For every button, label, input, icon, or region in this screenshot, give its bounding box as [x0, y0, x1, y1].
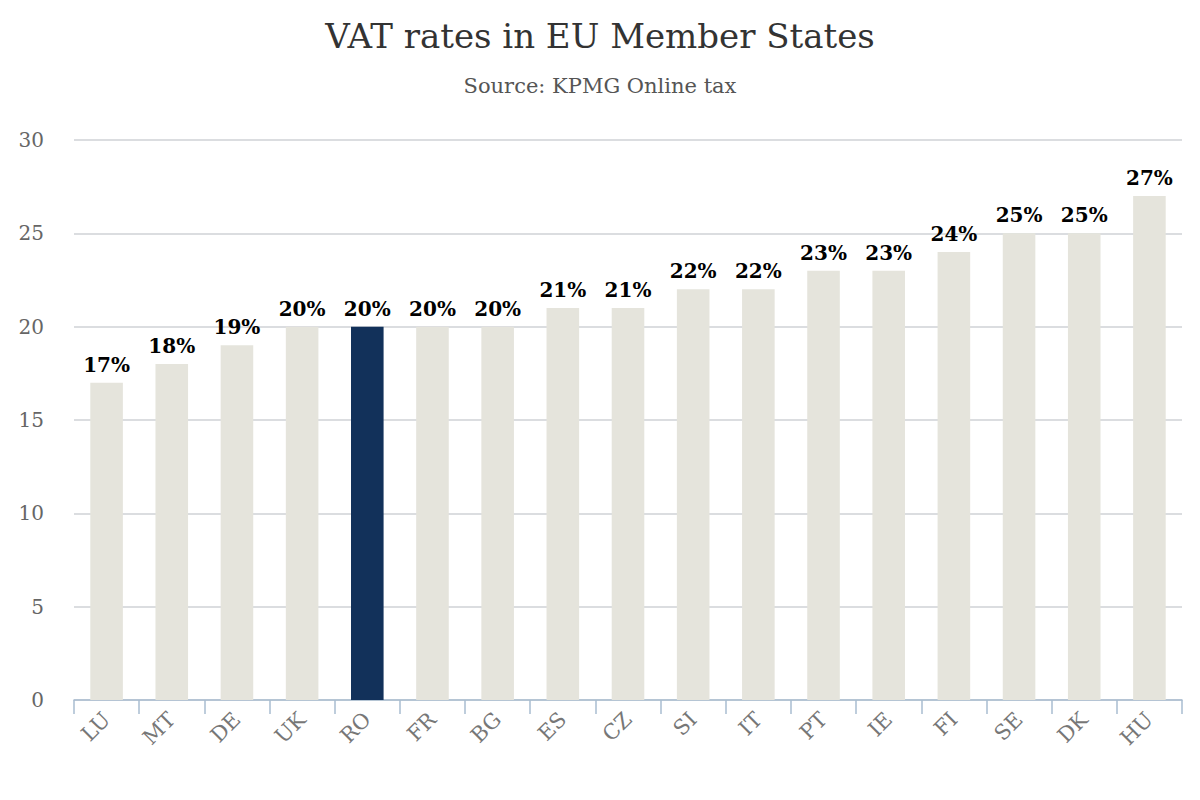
- svg-text:18%: 18%: [148, 334, 195, 358]
- svg-text:ES: ES: [533, 708, 571, 746]
- svg-text:SI: SI: [669, 708, 702, 741]
- svg-text:20: 20: [19, 315, 44, 339]
- svg-text:FI: FI: [929, 708, 962, 741]
- svg-text:20%: 20%: [344, 297, 391, 321]
- svg-text:17%: 17%: [83, 353, 130, 377]
- svg-text:15: 15: [19, 408, 44, 432]
- svg-text:RO: RO: [335, 708, 375, 748]
- svg-text:20%: 20%: [474, 297, 521, 321]
- svg-text:21%: 21%: [605, 278, 652, 302]
- svg-text:UK: UK: [270, 707, 311, 748]
- svg-text:10: 10: [19, 501, 44, 525]
- svg-text:IT: IT: [734, 708, 767, 741]
- svg-text:25: 25: [19, 221, 44, 245]
- svg-text:DE: DE: [206, 708, 246, 748]
- svg-text:25%: 25%: [996, 203, 1043, 227]
- svg-text:20%: 20%: [279, 297, 326, 321]
- svg-text:22%: 22%: [735, 259, 782, 283]
- svg-text:FR: FR: [403, 707, 442, 746]
- svg-text:22%: 22%: [670, 259, 717, 283]
- svg-text:25%: 25%: [1061, 203, 1108, 227]
- svg-text:24%: 24%: [930, 222, 977, 246]
- svg-text:19%: 19%: [214, 315, 261, 339]
- svg-text:23%: 23%: [865, 241, 912, 265]
- svg-text:30: 30: [19, 128, 44, 152]
- svg-text:LU: LU: [77, 708, 116, 747]
- svg-text:21%: 21%: [539, 278, 586, 302]
- svg-text:27%: 27%: [1126, 166, 1173, 190]
- svg-text:20%: 20%: [409, 297, 456, 321]
- svg-text:DK: DK: [1053, 707, 1093, 747]
- svg-text:HU: HU: [1115, 708, 1157, 750]
- svg-text:BG: BG: [466, 708, 506, 748]
- svg-text:SE: SE: [990, 708, 1028, 746]
- svg-text:CZ: CZ: [598, 708, 637, 747]
- svg-text:5: 5: [31, 595, 44, 619]
- svg-text:23%: 23%: [800, 241, 847, 265]
- svg-text:PT: PT: [795, 708, 832, 745]
- svg-text:MT: MT: [138, 708, 180, 750]
- svg-text:VAT rates in EU Member States: VAT rates in EU Member States: [324, 16, 874, 56]
- svg-text:Source: KPMG Online tax: Source: KPMG Online tax: [464, 74, 737, 98]
- svg-text:0: 0: [31, 688, 44, 712]
- svg-text:IE: IE: [864, 708, 898, 742]
